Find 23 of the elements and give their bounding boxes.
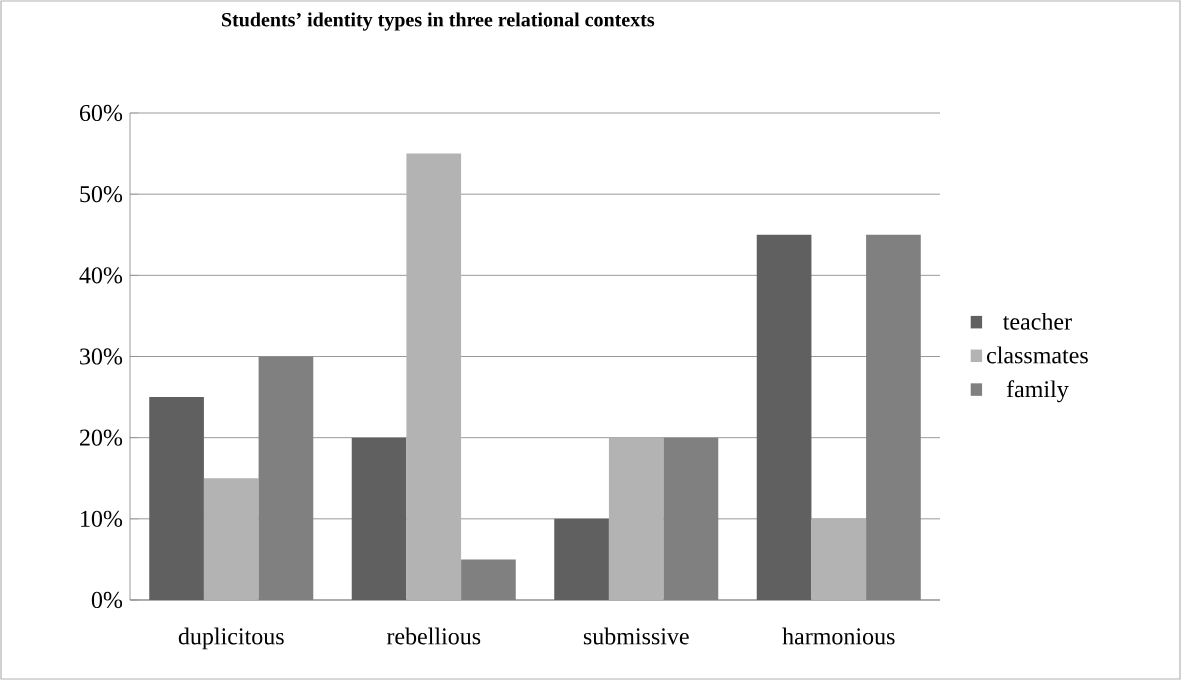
x-tick-label: rebellious	[386, 627, 481, 645]
y-tick-label: 10%	[81, 510, 123, 527]
bar	[351, 437, 407, 600]
bar	[149, 397, 204, 600]
bar	[406, 153, 462, 600]
bar	[203, 478, 259, 600]
x-tick-label: submissive	[583, 627, 689, 645]
bar	[811, 518, 867, 600]
y-tick-label: 20%	[80, 429, 123, 446]
chart-title: Students’ identity types in three relational contexts	[222, 12, 655, 31]
legend-label: classmates	[987, 346, 1088, 364]
x-tick-label: duplicitous	[178, 627, 284, 650]
x-tick-label: harmonious	[782, 627, 895, 645]
legend-label: family	[1006, 380, 1069, 403]
bar	[756, 234, 812, 600]
legend-label: teacher	[1002, 312, 1072, 330]
y-tick-label: 60%	[79, 104, 123, 122]
bar	[608, 437, 664, 600]
y-tick-label: 0%	[91, 591, 123, 609]
bar	[554, 518, 609, 600]
y-tick-label: 40%	[79, 267, 123, 284]
y-tick-label: 50%	[80, 186, 123, 203]
y-tick-label: 30%	[80, 348, 123, 365]
